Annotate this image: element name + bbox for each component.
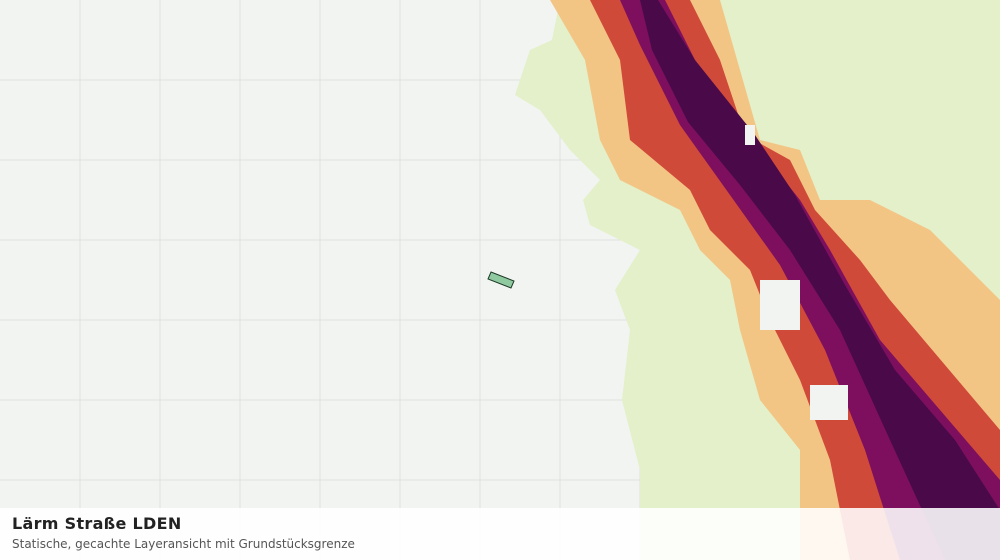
- parcel-boundary[interactable]: [487, 271, 515, 289]
- noise-zone-extreme: [640, 0, 1000, 560]
- map-gaps: [745, 125, 848, 420]
- layer-title: Lärm Straße LDEN: [12, 514, 182, 533]
- caption-panel: Lärm Straße LDEN Statische, gecachte Lay…: [0, 508, 1000, 560]
- layer-subtitle: Statische, gecachte Layeransicht mit Gru…: [12, 537, 355, 551]
